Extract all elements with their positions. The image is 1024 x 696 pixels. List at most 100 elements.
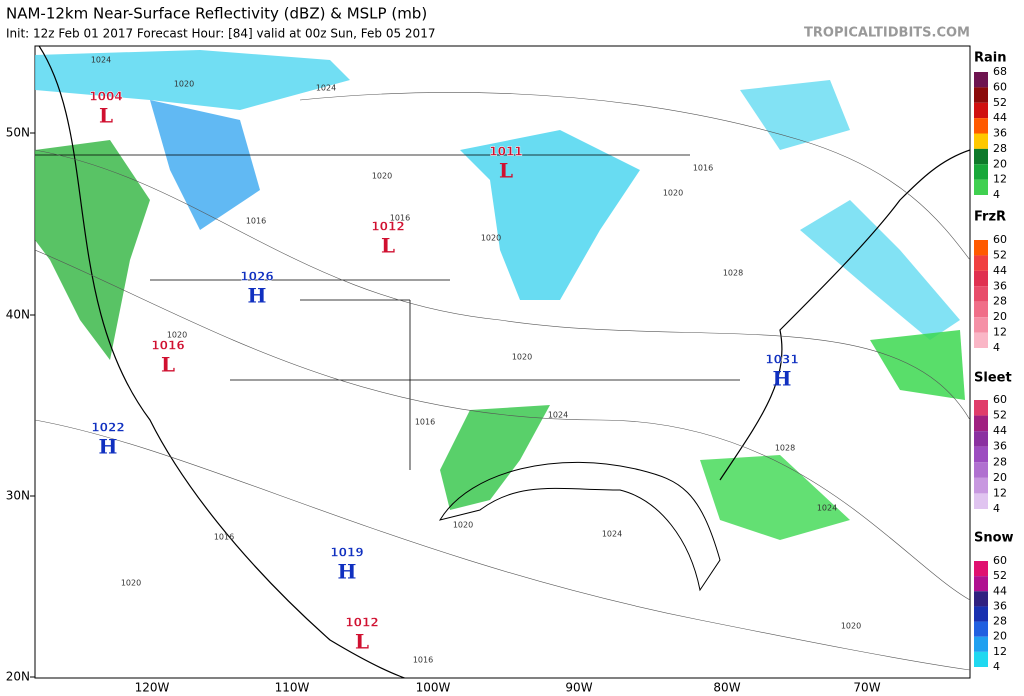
- legend-swatch: [974, 400, 988, 416]
- legend-title: Rain: [974, 51, 1007, 66]
- legend-swatch: [974, 621, 988, 637]
- legend-swatch: [974, 133, 988, 149]
- center-symbol: H: [248, 284, 267, 308]
- isobar-label: 1028: [723, 269, 743, 278]
- center-symbol: H: [99, 435, 118, 459]
- legend-tick-label: 4: [993, 660, 1000, 673]
- legend-tick-label: 28: [993, 142, 1007, 155]
- isobar-label: 1016: [415, 418, 435, 427]
- legend-tick-label: 4: [993, 341, 1000, 354]
- legend-swatch: [974, 164, 988, 180]
- center-symbol: H: [773, 367, 792, 391]
- isobar-label: 1020: [174, 80, 194, 89]
- isobar-label: 1024: [602, 530, 622, 539]
- isobar-label: 1016: [214, 533, 234, 542]
- legend-tick-label: 12: [993, 173, 1007, 186]
- legend-tick-label: 12: [993, 326, 1007, 339]
- legend-swatch: [974, 431, 988, 447]
- legend-swatch: [974, 462, 988, 478]
- legend-tick-label: 44: [993, 424, 1007, 437]
- legend-tick-label: 44: [993, 111, 1007, 124]
- isobar-label: 1020: [481, 234, 501, 243]
- center-pressure: 1026: [240, 270, 273, 284]
- center-pressure: 1019: [330, 546, 363, 560]
- legend-tick-label: 12: [993, 486, 1007, 499]
- lat-label: 30N: [6, 489, 30, 503]
- title: NAM-12km Near-Surface Reflectivity (dBZ)…: [6, 5, 427, 23]
- legend-tick-label: 44: [993, 584, 1007, 597]
- lat-label: 50N: [6, 126, 30, 140]
- legend-swatch: [974, 72, 988, 88]
- center-pressure: 1012: [371, 220, 404, 234]
- legend-tick-label: 4: [993, 188, 1000, 201]
- lon-label: 110W: [275, 681, 310, 695]
- legend-swatch: [974, 179, 988, 195]
- legend-swatch: [974, 255, 988, 271]
- legend-swatch: [974, 606, 988, 622]
- isobar-label: 1024: [91, 56, 111, 65]
- isobar-label: 1016: [246, 217, 266, 226]
- isobar-label: 1024: [548, 411, 568, 420]
- lon-label: 100W: [416, 681, 451, 695]
- lat-label: 20N: [6, 670, 30, 684]
- legend-swatch: [974, 301, 988, 318]
- legend-tick-label: 36: [993, 599, 1007, 612]
- legend-swatch: [974, 446, 988, 463]
- legend-swatch: [974, 332, 988, 348]
- lon-label: 90W: [565, 681, 592, 695]
- legend-title: FrzR: [974, 210, 1006, 225]
- center-symbol: L: [381, 234, 395, 258]
- legend-swatch: [974, 87, 988, 103]
- legend-title: Snow: [974, 531, 1014, 546]
- legend-swatch: [974, 118, 988, 134]
- legend-tick-label: 28: [993, 295, 1007, 308]
- legend-tick-label: 20: [993, 310, 1007, 323]
- legend-swatch: [974, 493, 988, 509]
- center-symbol: H: [338, 560, 357, 584]
- site-name: TROPICALTIDBITS.COM: [804, 26, 970, 41]
- legend-tick-label: 60: [993, 233, 1007, 246]
- legend-swatch: [974, 561, 988, 577]
- legend-tick-label: 68: [993, 65, 1007, 78]
- legend-swatch: [974, 636, 988, 652]
- isobar-label: 1020: [372, 172, 392, 181]
- lon-label: 80W: [713, 681, 740, 695]
- legend-tick-label: 52: [993, 569, 1007, 582]
- center-symbol: L: [161, 353, 175, 377]
- isobar-label: 1016: [693, 164, 713, 173]
- legend-title: Sleet: [974, 371, 1012, 386]
- legend-swatch: [974, 270, 988, 287]
- legend-tick-label: 44: [993, 264, 1007, 277]
- lat-label: 40N: [6, 308, 30, 322]
- legend-tick-label: 60: [993, 393, 1007, 406]
- isobar-label: 1020: [512, 353, 532, 362]
- legend-tick-label: 20: [993, 157, 1007, 170]
- isobar-label: 1024: [316, 84, 336, 93]
- legend-tick-label: 20: [993, 630, 1007, 643]
- isobar-label: 1020: [663, 189, 683, 198]
- isobar-label: 1020: [453, 521, 473, 530]
- legend-tick-label: 52: [993, 248, 1007, 261]
- legend-tick-label: 36: [993, 440, 1007, 453]
- isobar-label: 1028: [775, 444, 795, 453]
- legend-tick-label: 28: [993, 615, 1007, 628]
- center-pressure: 1004: [89, 90, 122, 104]
- legend-swatch: [974, 591, 988, 607]
- isobar-label: 1016: [390, 214, 410, 223]
- legend-swatch: [974, 477, 988, 494]
- center-pressure: 1012: [345, 616, 378, 630]
- legend-tick-label: 36: [993, 279, 1007, 292]
- isobar-label: 1020: [167, 331, 187, 340]
- center-symbol: L: [99, 104, 113, 128]
- legend-tick-label: 60: [993, 554, 1007, 567]
- legend-swatch: [974, 102, 988, 119]
- lon-label: 70W: [853, 681, 880, 695]
- legend-swatch: [974, 651, 988, 667]
- legend-swatch: [974, 148, 988, 165]
- isobar-label: 1024: [817, 504, 837, 513]
- legend-tick-label: 4: [993, 502, 1000, 515]
- isobar-label: 1016: [413, 656, 433, 665]
- legend-swatch: [974, 286, 988, 302]
- legend-tick-label: 20: [993, 471, 1007, 484]
